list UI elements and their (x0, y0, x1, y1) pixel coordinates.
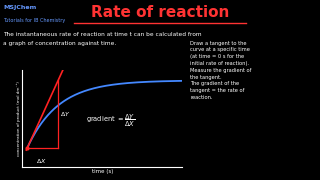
Y-axis label: concentration of product (mol dm⁻³): concentration of product (mol dm⁻³) (16, 81, 21, 156)
Text: Rate of reaction: Rate of reaction (91, 5, 229, 20)
Text: gradient $= \dfrac{\Delta Y}{\Delta X}$: gradient $= \dfrac{\Delta Y}{\Delta X}$ (86, 113, 135, 129)
Text: $\Delta Y$: $\Delta Y$ (60, 110, 70, 118)
Text: a graph of concentration against time.: a graph of concentration against time. (3, 40, 116, 46)
Text: Draw a tangent to the
curve at a specific time
(at time = 0 s for the
initial ra: Draw a tangent to the curve at a specifi… (190, 40, 252, 100)
Text: MSJChem: MSJChem (3, 5, 36, 10)
Text: Tutorials for IB Chemistry: Tutorials for IB Chemistry (3, 18, 66, 23)
Text: $\Delta X$: $\Delta X$ (36, 157, 47, 165)
X-axis label: time (s): time (s) (92, 169, 113, 174)
Text: The instantaneous rate of reaction at time t can be calculated from: The instantaneous rate of reaction at ti… (3, 31, 202, 37)
